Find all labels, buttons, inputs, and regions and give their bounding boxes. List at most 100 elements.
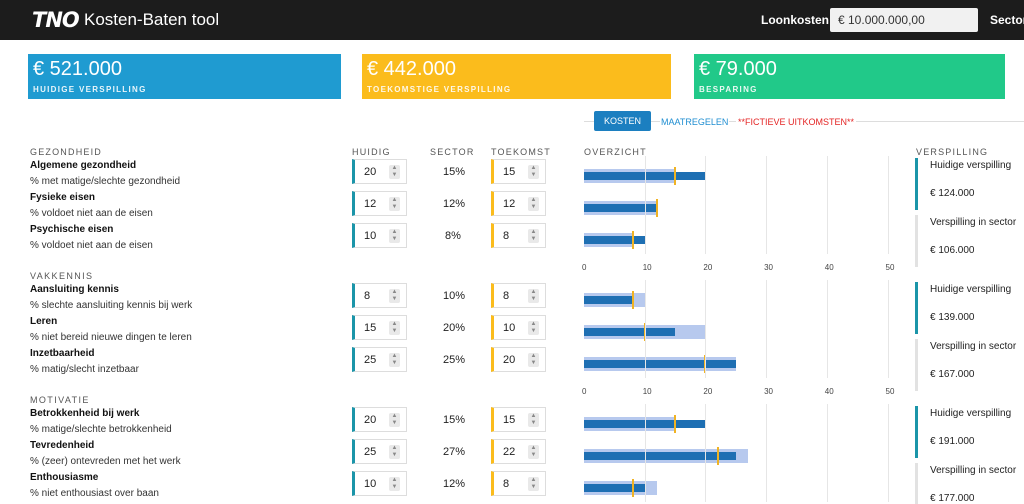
axis-tick-label: 10 (642, 387, 652, 396)
stepper-arrows-icon[interactable]: ▲ ▼ (389, 413, 400, 427)
axis-tick-label: 50 (885, 263, 895, 272)
toekomst-marker (631, 231, 634, 249)
sector-value: 15% (443, 166, 466, 178)
toekomst-stepper[interactable]: 12 ▲ ▼ (491, 191, 546, 216)
sector-waste-value: € 177.000 (930, 493, 975, 504)
stepper-arrows-icon[interactable]: ▲ ▼ (528, 289, 539, 303)
stepper-arrows-icon[interactable]: ▲ ▼ (389, 445, 400, 459)
axis-tick-label: 40 (824, 263, 834, 272)
stepper-arrows-icon[interactable]: ▲ ▼ (389, 229, 400, 243)
indicator-name: Enthousiasme (30, 472, 99, 483)
indicator-description: % (zeer) ontevreden met het werk (30, 456, 181, 467)
gridline (644, 156, 646, 254)
table-row: Inzetbaarheid % matig/slecht inzetbaar 2… (0, 346, 1024, 378)
toekomst-stepper[interactable]: 8 ▲ ▼ (491, 471, 546, 496)
huidig-stepper[interactable]: 12 ▲ ▼ (352, 191, 407, 216)
saving-card: € 79.000 BESPARING (694, 54, 1005, 99)
toekomst-stepper[interactable]: 8 ▲ ▼ (491, 283, 546, 308)
stepper-arrows-icon[interactable]: ▲ ▼ (389, 289, 400, 303)
stepper-arrows-icon[interactable]: ▲ ▼ (528, 353, 539, 367)
current-waste-block: Huidige verspilling € 191.000 (915, 406, 1024, 458)
huidig-value: 8 (364, 290, 371, 302)
future-waste-caption: TOEKOMSTIGE VERSPILLING (367, 85, 512, 94)
toekomst-stepper[interactable]: 15 ▲ ▼ (491, 159, 546, 184)
loonkosten-input[interactable] (830, 8, 978, 32)
gridline (705, 280, 707, 378)
toekomst-value: 15 (503, 166, 516, 178)
sector-label[interactable]: Sector (990, 13, 1024, 27)
sector-value: 10% (443, 290, 466, 302)
gridline (826, 404, 828, 502)
huidig-value: 15 (364, 322, 377, 334)
huidig-bar (584, 452, 736, 460)
indicator-description: % matig/slecht inzetbaar (30, 364, 139, 375)
table-row: Fysieke eisen % voldoet niet aan de eise… (0, 190, 1024, 222)
sector-waste-block: Verspilling in sector € 106.000 (915, 215, 1024, 267)
stepper-arrows-icon[interactable]: ▲ ▼ (528, 165, 539, 179)
huidig-bar (584, 484, 645, 492)
axis-tick-label: 20 (703, 263, 713, 272)
gridline (766, 404, 768, 502)
gridline (887, 156, 889, 254)
table-row: Psychische eisen % voldoet niet aan de e… (0, 222, 1024, 254)
current-waste-amount: € 521.000 (33, 58, 122, 80)
toekomst-marker (631, 479, 634, 497)
tno-logo: TNO (32, 8, 80, 32)
huidig-stepper[interactable]: 25 ▲ ▼ (352, 439, 407, 464)
stepper-arrows-icon[interactable]: ▲ ▼ (389, 165, 400, 179)
sector-value: 27% (443, 446, 466, 458)
indicator-name: Fysieke eisen (30, 192, 96, 203)
gridline (766, 156, 768, 254)
sector-waste-label: Verspilling in sector (930, 465, 1017, 476)
huidig-stepper[interactable]: 10 ▲ ▼ (352, 471, 407, 496)
tab-maatregelen[interactable]: MAATREGELEN (660, 117, 730, 127)
toekomst-value: 10 (503, 322, 516, 334)
toekomst-stepper[interactable]: 22 ▲ ▼ (491, 439, 546, 464)
tab-kosten[interactable]: KOSTEN (594, 111, 651, 131)
huidig-stepper[interactable]: 15 ▲ ▼ (352, 315, 407, 340)
stepper-arrows-icon[interactable]: ▲ ▼ (528, 445, 539, 459)
indicator-description: % met matige/slechte gezondheid (30, 176, 181, 187)
stepper-arrows-icon[interactable]: ▲ ▼ (389, 477, 400, 491)
sector-waste-label: Verspilling in sector (930, 217, 1017, 228)
stepper-arrows-icon[interactable]: ▲ ▼ (389, 197, 400, 211)
stepper-arrows-icon[interactable]: ▲ ▼ (389, 353, 400, 367)
toekomst-stepper[interactable]: 15 ▲ ▼ (491, 407, 546, 432)
toekomst-stepper[interactable]: 20 ▲ ▼ (491, 347, 546, 372)
column-toekomst: TOEKOMST (491, 147, 551, 157)
gridline (644, 280, 646, 378)
future-waste-card: € 442.000 TOEKOMSTIGE VERSPILLING (362, 54, 671, 99)
stepper-arrows-icon[interactable]: ▲ ▼ (528, 197, 539, 211)
huidig-value: 12 (364, 198, 377, 210)
toekomst-stepper[interactable]: 10 ▲ ▼ (491, 315, 546, 340)
axis-tick-label: 30 (764, 387, 773, 396)
huidig-stepper[interactable]: 25 ▲ ▼ (352, 347, 407, 372)
stepper-arrows-icon[interactable]: ▲ ▼ (389, 321, 400, 335)
axis-tick-label: 0 (582, 387, 587, 396)
stepper-arrows-icon[interactable]: ▲ ▼ (528, 321, 539, 335)
huidig-stepper[interactable]: 20 ▲ ▼ (352, 407, 407, 432)
stepper-arrows-icon[interactable]: ▲ ▼ (528, 229, 539, 243)
huidig-value: 20 (364, 166, 377, 178)
stepper-arrows-icon[interactable]: ▲ ▼ (528, 413, 539, 427)
table-row: Tevredenheid % (zeer) ontevreden met het… (0, 438, 1024, 470)
stepper-arrows-icon[interactable]: ▲ ▼ (528, 477, 539, 491)
gridline (887, 404, 889, 502)
toekomst-stepper[interactable]: 8 ▲ ▼ (491, 223, 546, 248)
current-waste-value: € 124.000 (930, 188, 975, 199)
toekomst-value: 20 (503, 354, 516, 366)
huidig-stepper[interactable]: 10 ▲ ▼ (352, 223, 407, 248)
table-row: Leren % niet bereid nieuwe dingen te ler… (0, 314, 1024, 346)
huidig-stepper[interactable]: 20 ▲ ▼ (352, 159, 407, 184)
indicator-description: % niet bereid nieuwe dingen te leren (30, 332, 192, 343)
saving-caption: BESPARING (699, 85, 758, 94)
sector-waste-value: € 167.000 (930, 369, 975, 380)
huidig-stepper[interactable]: 8 ▲ ▼ (352, 283, 407, 308)
table-row: Enthousiasme % niet enthousiast over baa… (0, 470, 1024, 502)
gridline (826, 156, 828, 254)
gridline (766, 280, 768, 378)
huidig-bar (584, 328, 676, 336)
column-huidig: HUIDIG (352, 147, 391, 157)
gridline (826, 280, 828, 378)
axis-tick-label: 0 (582, 263, 587, 272)
